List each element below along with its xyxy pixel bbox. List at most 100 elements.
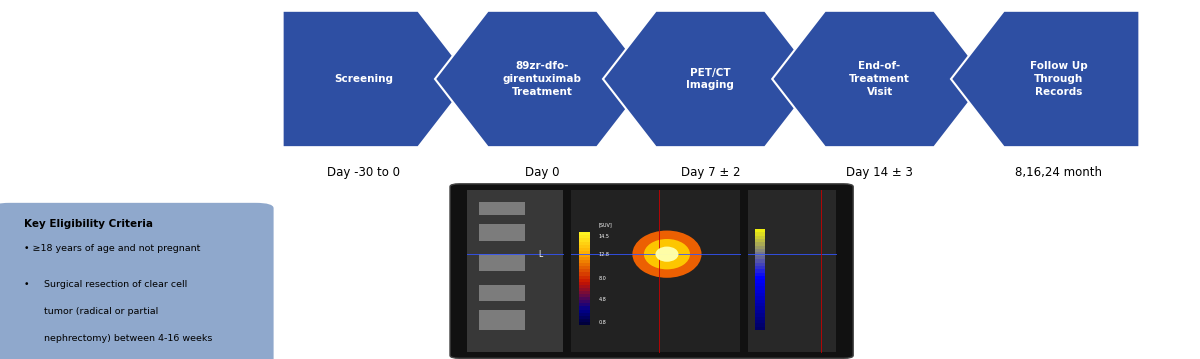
Bar — [578, 263, 590, 266]
FancyBboxPatch shape — [748, 190, 836, 352]
Bar — [578, 248, 590, 251]
Bar — [578, 242, 590, 244]
Text: tumor (radical or partial: tumor (radical or partial — [44, 307, 158, 316]
Bar — [755, 229, 764, 232]
Bar — [755, 320, 764, 323]
Bar — [578, 272, 590, 276]
Bar — [578, 282, 590, 285]
Bar — [755, 273, 764, 276]
Bar — [578, 254, 590, 257]
Bar — [755, 286, 764, 290]
Bar — [755, 297, 764, 300]
Bar — [479, 202, 524, 215]
Bar — [755, 300, 764, 303]
Bar — [479, 254, 524, 271]
Bar — [755, 313, 764, 317]
Bar — [755, 246, 764, 249]
Text: [SUV]: [SUV] — [599, 222, 612, 227]
Bar — [755, 303, 764, 307]
Bar — [578, 316, 590, 319]
Polygon shape — [773, 11, 986, 147]
Bar — [578, 285, 590, 288]
Text: 89zr-dfo-
girentuximab
Treatment: 89zr-dfo- girentuximab Treatment — [503, 61, 582, 97]
Bar — [578, 276, 590, 279]
Bar — [755, 239, 764, 242]
Bar — [755, 242, 764, 246]
Bar — [578, 303, 590, 307]
Text: Follow Up
Through
Records: Follow Up Through Records — [1030, 61, 1087, 97]
Bar — [578, 238, 590, 242]
Text: Key Eligibility Criteria: Key Eligibility Criteria — [24, 219, 154, 229]
Ellipse shape — [655, 247, 678, 262]
Bar — [755, 279, 764, 283]
Bar — [755, 327, 764, 330]
Bar — [578, 294, 590, 297]
Bar — [578, 251, 590, 254]
Text: Day -30 to 0: Day -30 to 0 — [328, 166, 400, 179]
Bar — [755, 293, 764, 297]
Text: • ≥18 years of age and not pregnant: • ≥18 years of age and not pregnant — [24, 244, 200, 253]
Bar — [578, 279, 590, 282]
Bar — [755, 249, 764, 252]
Bar — [578, 257, 590, 260]
Bar — [755, 236, 764, 239]
Text: End-of-
Treatment
Visit: End-of- Treatment Visit — [850, 61, 910, 97]
Text: 0.8: 0.8 — [599, 320, 606, 325]
Text: 14.5: 14.5 — [599, 234, 610, 239]
Bar — [755, 307, 764, 310]
Bar — [578, 297, 590, 300]
Bar — [578, 309, 590, 313]
Bar — [479, 285, 524, 302]
Polygon shape — [283, 11, 470, 147]
Bar — [755, 323, 764, 327]
Text: 8.0: 8.0 — [599, 276, 606, 281]
Text: •: • — [24, 280, 30, 289]
Text: 8,16,24 month: 8,16,24 month — [1015, 166, 1102, 179]
Bar — [755, 259, 764, 263]
Bar — [578, 269, 590, 272]
Text: nephrectomy) between 4-16 weeks: nephrectomy) between 4-16 weeks — [44, 334, 212, 343]
Text: Day 7 ± 2: Day 7 ± 2 — [680, 166, 740, 179]
Bar — [755, 252, 764, 256]
Bar — [479, 310, 524, 330]
Bar — [755, 290, 764, 293]
Bar — [578, 319, 590, 322]
Bar — [755, 283, 764, 286]
Bar — [578, 266, 590, 269]
Bar — [578, 288, 590, 291]
Bar — [755, 269, 764, 273]
Bar — [755, 276, 764, 279]
FancyBboxPatch shape — [450, 184, 853, 358]
Bar — [578, 260, 590, 263]
Bar — [578, 244, 590, 248]
Bar — [578, 307, 590, 309]
Polygon shape — [602, 11, 818, 147]
Bar — [578, 313, 590, 316]
Bar — [755, 263, 764, 266]
Ellipse shape — [632, 230, 702, 278]
Text: Surgical resection of clear cell: Surgical resection of clear cell — [44, 280, 187, 289]
Bar — [755, 256, 764, 259]
Bar — [755, 232, 764, 236]
FancyBboxPatch shape — [0, 203, 274, 359]
Bar — [578, 232, 590, 236]
Bar — [578, 291, 590, 294]
FancyBboxPatch shape — [467, 190, 563, 352]
Polygon shape — [436, 11, 650, 147]
Bar — [578, 322, 590, 325]
Text: Screening: Screening — [334, 74, 394, 84]
Polygon shape — [952, 11, 1140, 147]
Text: 4.8: 4.8 — [599, 297, 606, 302]
Ellipse shape — [644, 239, 690, 269]
Text: L: L — [538, 250, 542, 259]
Bar — [755, 266, 764, 269]
Bar — [479, 224, 524, 241]
Text: 12.8: 12.8 — [599, 252, 610, 257]
Bar — [578, 300, 590, 303]
Bar — [578, 236, 590, 238]
Text: PET/CT
Imaging: PET/CT Imaging — [686, 67, 734, 90]
Text: Day 14 ± 3: Day 14 ± 3 — [846, 166, 913, 179]
Bar — [755, 317, 764, 320]
Bar — [755, 310, 764, 313]
Text: Day 0: Day 0 — [526, 166, 559, 179]
